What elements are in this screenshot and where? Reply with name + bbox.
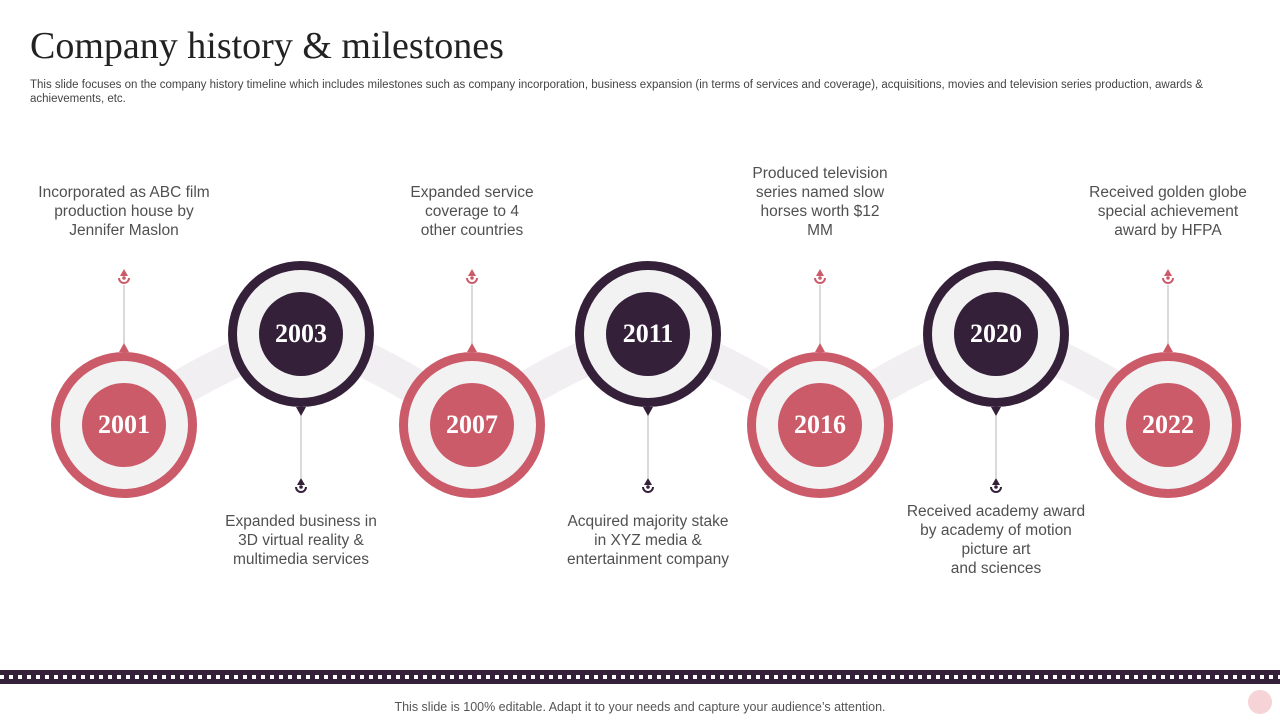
page-title: Company history & milestones [30,25,504,67]
circle-pointer [815,343,825,352]
marker-dot-icon [1166,276,1170,280]
milestone-description: Acquired majority stake in XYZ media & ent… [567,513,729,568]
milestone-description: Received academy award by academy of moti… [906,503,1086,577]
milestone-core [778,383,862,467]
milestone-core [82,383,166,467]
marker-arc-icon [642,486,654,493]
corner-badge [1248,690,1272,714]
marker-dot-icon [122,276,126,280]
milestone-year: 2020 [970,319,1022,348]
milestone-core [430,383,514,467]
milestone-core [259,292,343,376]
marker-arc-icon [814,277,826,284]
marker-top-icon [992,478,1000,485]
milestone-year: 2003 [275,319,327,348]
circle-pointer [119,343,129,352]
marker-dot-icon [646,485,650,489]
milestone-year: 2001 [98,410,150,439]
milestone-year: 2011 [622,319,674,348]
marker-arc-icon [466,277,478,284]
marker-dot-icon [818,276,822,280]
marker-top-icon [297,478,305,485]
marker-arc-icon [295,486,307,493]
milestone-description: Expanded service coverage to 4 other count… [410,184,534,239]
marker-top-icon [816,269,824,276]
milestone-description: Expanded business in 3D virtual reality &… [225,513,377,568]
milestone-year: 2016 [794,410,846,439]
footer-text: This slide is 100% editable. Adapt it to… [394,700,886,714]
marker-arc-icon [990,486,1002,493]
circle-pointer [296,407,306,416]
page-subtitle: This slide focuses on the company histor… [30,79,1203,105]
milestone-year: 2007 [446,410,498,439]
milestone-core [606,292,690,376]
circle-pointer [1163,343,1173,352]
milestone-core [954,292,1038,376]
circle-pointer [991,407,1001,416]
marker-arc-icon [118,277,130,284]
marker-dot-icon [470,276,474,280]
marker-top-icon [120,269,128,276]
milestone-core [1126,383,1210,467]
marker-dot-icon [994,485,998,489]
milestone-description: Received golden globe special achievement… [1089,184,1247,239]
marker-top-icon [644,478,652,485]
circle-pointer [467,343,477,352]
milestone-year: 2022 [1142,410,1194,439]
milestone-description: Incorporated as ABC film production house… [38,184,210,239]
marker-dot-icon [299,485,303,489]
marker-arc-icon [1162,277,1174,284]
milestone-description: Produced television series named slow hors… [752,165,888,239]
marker-top-icon [1164,269,1172,276]
circle-pointer [643,407,653,416]
timeline-graphic [51,261,1241,498]
footer-band [0,670,1280,684]
marker-top-icon [468,269,476,276]
